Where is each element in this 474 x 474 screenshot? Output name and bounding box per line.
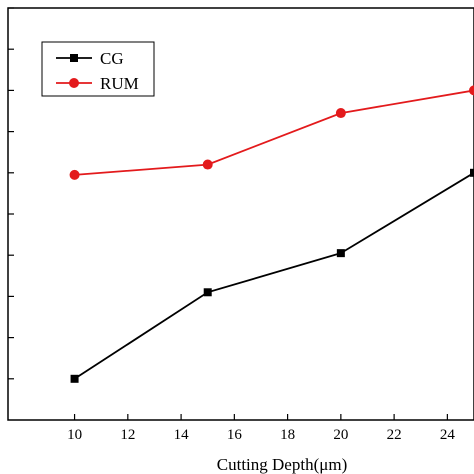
x-axis-label: Cutting Depth(μm) xyxy=(217,455,347,474)
legend: CG RUM xyxy=(41,41,155,97)
x-tick-label-2: 14 xyxy=(174,427,190,443)
point-cg-2 xyxy=(336,249,345,258)
x-tick-label-1: 12 xyxy=(120,427,135,443)
point-cg-1 xyxy=(203,288,212,297)
point-rum-2 xyxy=(335,108,346,119)
legend-label-cg: CG xyxy=(100,49,124,68)
x-tick-label-5: 20 xyxy=(333,427,348,443)
x-tick-label-6: 22 xyxy=(387,427,402,443)
point-cg-3 xyxy=(470,168,474,177)
x-axis-ticks xyxy=(73,414,448,420)
point-rum-3 xyxy=(469,85,474,96)
x-tick-label-7: 24 xyxy=(440,427,456,443)
series-layer xyxy=(69,85,474,383)
series-line-cg xyxy=(74,172,474,380)
y-axis-ticks xyxy=(8,7,14,380)
legend-box xyxy=(41,41,155,97)
series-line-rum xyxy=(74,89,474,176)
x-tick-label-0: 10 xyxy=(67,427,82,443)
x-tick-label-4: 18 xyxy=(280,427,295,443)
legend-label-rum: RUM xyxy=(100,74,139,93)
point-rum-0 xyxy=(69,169,80,180)
legend-marker-cg xyxy=(70,54,78,62)
point-rum-1 xyxy=(202,159,213,170)
legend-marker-rum xyxy=(69,78,79,88)
x-tick-label-3: 16 xyxy=(227,427,243,443)
x-axis-tick-labels: 10 12 14 16 18 20 22 24 xyxy=(67,427,455,443)
point-cg-0 xyxy=(70,374,79,383)
